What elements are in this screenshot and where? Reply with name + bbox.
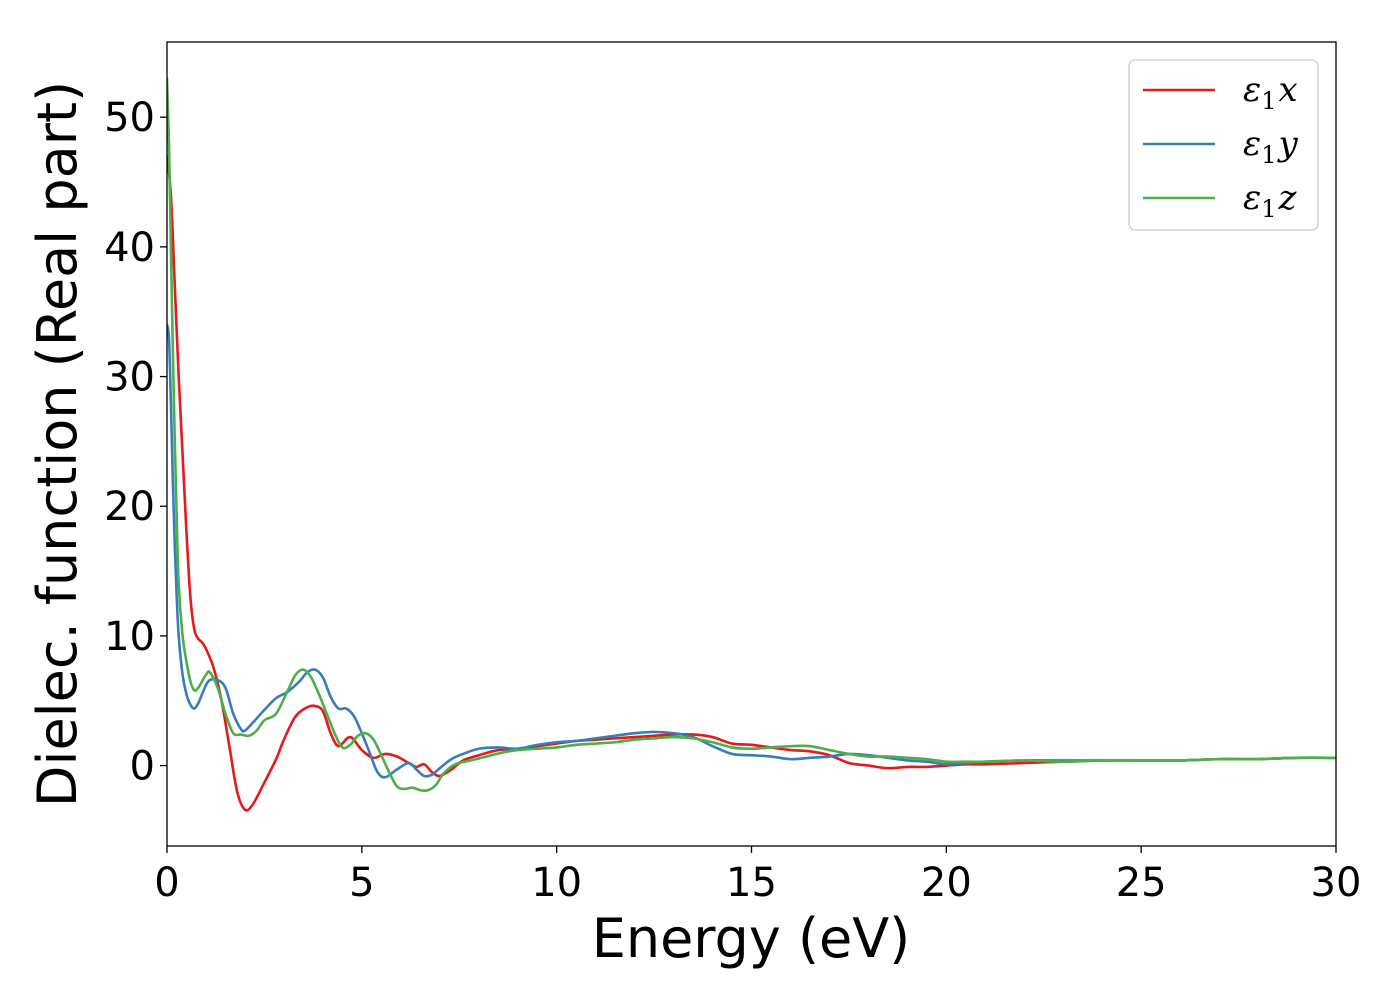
y-tick-label: 0 [130, 744, 155, 790]
y-axis-title: Dielec. function (Real part) [26, 81, 89, 807]
legend-label-x: ε1x [1243, 70, 1298, 115]
legend-label-z: ε1z [1243, 178, 1298, 223]
x-tick-label: 5 [349, 860, 374, 906]
x-tick-label: 20 [921, 860, 972, 906]
x-tick-label: 0 [154, 860, 179, 906]
y-tick-label: 30 [104, 355, 155, 401]
x-tick-label: 15 [726, 860, 777, 906]
series-layer [167, 77, 1336, 812]
x-axis-ticks: 0 5 10 15 20 25 30 [154, 846, 1361, 906]
series-line-z [167, 77, 1336, 793]
legend: ε1x ε1y ε1z [1128, 59, 1319, 231]
x-tick-label: 10 [531, 860, 582, 906]
y-axis-ticks: 0 10 20 30 40 50 [104, 95, 167, 790]
legend-label-y: ε1y [1243, 124, 1299, 169]
y-tick-label: 10 [104, 614, 155, 660]
legend-box [1128, 59, 1319, 231]
x-tick-label: 30 [1311, 860, 1362, 906]
x-axis-title: Energy (eV) [592, 907, 911, 970]
y-tick-label: 40 [104, 225, 155, 271]
series-line-y [167, 323, 1336, 779]
y-tick-label: 20 [104, 484, 155, 530]
y-tick-label: 50 [104, 95, 155, 141]
x-tick-label: 25 [1116, 860, 1167, 906]
